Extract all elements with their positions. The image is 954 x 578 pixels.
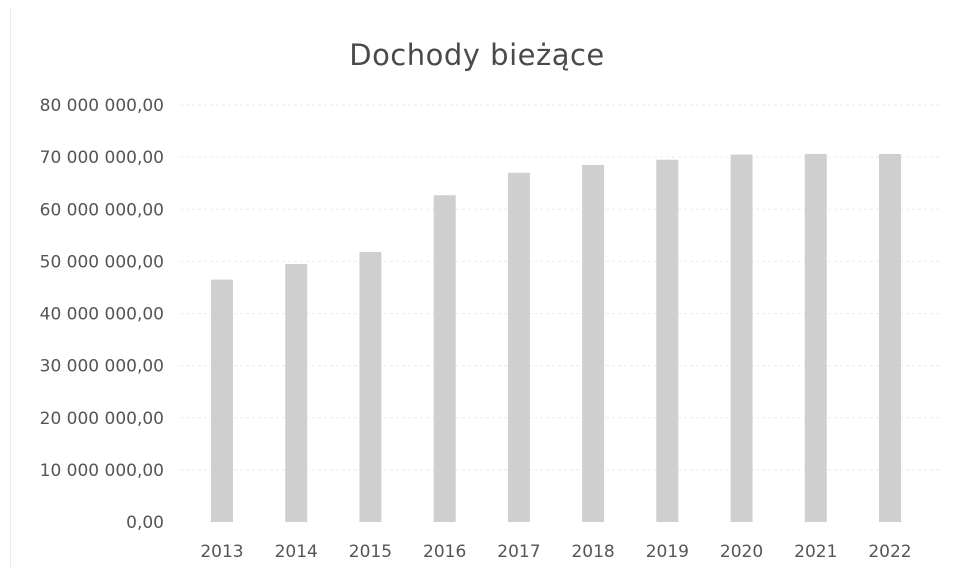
y-tick-label: 70 000 000,00 bbox=[40, 148, 164, 168]
bar-2015 bbox=[359, 251, 382, 522]
x-tick-label: 2019 bbox=[646, 542, 689, 562]
y-tick-label: 30 000 000,00 bbox=[40, 357, 164, 377]
x-tick-label: 2015 bbox=[349, 542, 392, 562]
y-tick-label: 0,00 bbox=[126, 513, 164, 533]
bar-2013 bbox=[211, 279, 233, 522]
y-tick-label: 10 000 000,00 bbox=[40, 461, 164, 481]
bar-2014 bbox=[285, 263, 308, 522]
x-tick-label: 2013 bbox=[200, 542, 243, 562]
y-tick-label: 80 000 000,00 bbox=[40, 96, 164, 116]
x-tick-label: 2014 bbox=[275, 542, 318, 562]
x-tick-label: 2020 bbox=[720, 542, 763, 562]
x-tick-label: 2016 bbox=[423, 542, 466, 562]
bar-2017 bbox=[507, 172, 530, 522]
y-tick-label: 50 000 000,00 bbox=[40, 252, 164, 272]
y-tick-label: 20 000 000,00 bbox=[40, 409, 164, 429]
x-tick-label: 2022 bbox=[868, 542, 911, 562]
y-tick-label: 60 000 000,00 bbox=[40, 200, 164, 220]
x-tick-label: 2018 bbox=[571, 542, 614, 562]
chart-title: Dochody bieżące bbox=[349, 38, 605, 72]
y-tick-label: 40 000 000,00 bbox=[40, 305, 164, 325]
bar-2021 bbox=[804, 153, 827, 522]
bar-2018 bbox=[582, 164, 605, 522]
bar-2022 bbox=[879, 153, 901, 522]
bar-2020 bbox=[730, 154, 753, 523]
x-tick-label: 2021 bbox=[794, 542, 837, 562]
bar-2019 bbox=[656, 159, 679, 522]
x-tick-label: 2017 bbox=[497, 542, 540, 562]
bar-2016 bbox=[433, 195, 456, 522]
